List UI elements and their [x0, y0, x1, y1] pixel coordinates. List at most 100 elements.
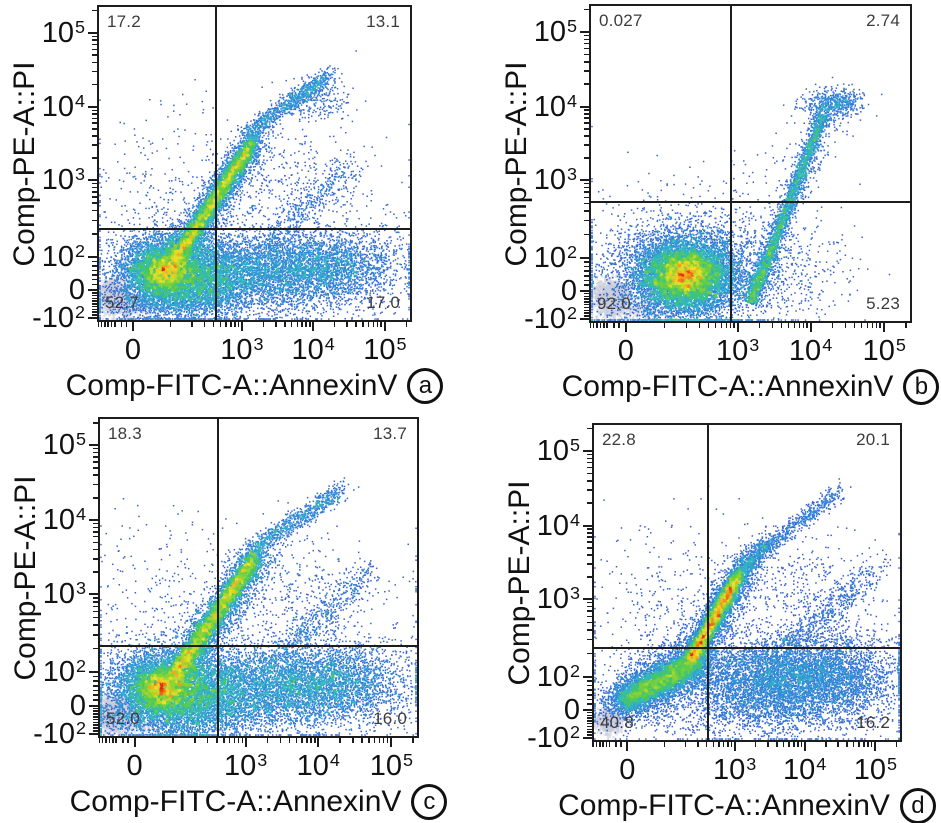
y-axis-major-tick: [89, 444, 98, 447]
quadrant-gate-horizontal-line: [99, 228, 410, 231]
y-tick-label: 0: [560, 274, 577, 307]
x-axis-minor-tick: [290, 322, 293, 327]
y-axis-minor-tick: [584, 279, 589, 282]
x-axis-minor-tick: [720, 323, 723, 328]
y-axis-minor-tick: [92, 186, 97, 189]
x-axis-major-tick: [733, 742, 736, 751]
x-axis-minor-tick: [114, 322, 116, 327]
density-scatter-canvas: [100, 419, 417, 736]
y-axis-minor-tick: [584, 303, 589, 306]
x-axis-minor-tick: [853, 323, 856, 328]
y-axis-minor-tick: [587, 698, 592, 701]
y-axis-minor-tick: [587, 652, 592, 655]
x-axis-minor-tick: [596, 323, 598, 328]
x-axis-minor-tick: [373, 738, 376, 743]
x-axis-major-tick: [317, 738, 320, 747]
y-axis-minor-tick: [93, 610, 98, 613]
quadrant-gate-horizontal-line: [100, 644, 417, 647]
x-tick-label: 103: [224, 750, 268, 782]
x-axis-minor-tick: [895, 742, 898, 747]
x-axis-minor-tick: [284, 322, 286, 327]
x-axis-minor-tick: [120, 322, 123, 327]
x-axis-minor-tick: [191, 322, 193, 327]
x-axis-title-row: Comp-FITC-A::AnnexinV b: [562, 369, 940, 405]
y-axis-minor-tick: [584, 113, 589, 115]
x-axis-minor-tick: [233, 738, 236, 743]
y-axis-minor-tick: [587, 615, 592, 618]
y-axis-minor-tick: [587, 605, 592, 608]
x-axis-minor-tick: [405, 322, 408, 327]
y-axis-minor-tick: [587, 489, 592, 491]
y-axis-minor-tick: [587, 528, 592, 530]
y-axis-minor-tick: [587, 680, 592, 682]
y-axis-minor-tick: [584, 42, 589, 45]
x-axis-minor-tick: [127, 738, 129, 743]
x-axis-minor-tick: [776, 742, 778, 747]
y-axis-minor-tick: [584, 47, 589, 50]
y-axis-minor-tick: [92, 265, 97, 267]
x-axis-minor-tick: [684, 742, 687, 747]
y-tick-label: 104: [42, 504, 86, 537]
y-axis-minor-tick: [92, 305, 97, 308]
x-axis-minor-tick: [602, 742, 604, 747]
y-axis-minor-tick: [92, 122, 97, 124]
y-axis-minor-tick: [587, 720, 592, 722]
y-axis-minor-tick: [587, 694, 592, 696]
y-axis-minor-tick: [584, 109, 589, 111]
y-axis-minor-tick: [93, 535, 98, 538]
x-axis-minor-tick: [788, 742, 790, 747]
x-axis-major-tick: [244, 738, 247, 747]
x-axis-minor-tick: [707, 323, 710, 328]
y-axis-minor-tick: [584, 309, 589, 312]
y-axis-minor-tick: [587, 601, 592, 604]
y-axis-minor-tick: [93, 707, 98, 710]
x-axis-title-row: Comp-FITC-A::AnnexinV c: [70, 784, 448, 820]
x-axis-minor-tick: [663, 742, 666, 747]
quadrant-pct-lower-right: 16.0: [373, 709, 407, 728]
y-axis-major-tick: [89, 704, 98, 707]
y-axis-minor-tick: [584, 191, 589, 193]
x-axis-minor-tick: [206, 738, 209, 743]
y-axis-minor-tick: [587, 480, 592, 482]
y-axis-minor-tick: [93, 605, 98, 608]
x-axis-minor-tick: [592, 742, 594, 747]
quadrant-pct-upper-right: 13.1: [366, 12, 400, 31]
y-axis-minor-tick: [92, 311, 97, 313]
x-axis-minor-tick: [846, 742, 848, 747]
y-axis-minor-tick: [587, 427, 592, 430]
x-tick-label: 105: [369, 750, 414, 782]
y-axis-minor-tick: [584, 122, 589, 124]
flow-panel-a: Comp-PE-A::PI 17.2 13.1 52.7 17.0 Comp-F…: [0, 0, 470, 410]
y-axis-minor-tick: [92, 117, 97, 120]
x-axis-minor-tick: [837, 742, 839, 747]
x-axis-minor-tick: [237, 738, 240, 743]
y-axis-minor-tick: [93, 474, 98, 476]
y-axis-minor-tick: [587, 554, 592, 556]
y-axis-minor-tick: [92, 308, 97, 311]
x-axis-minor-tick: [105, 738, 107, 743]
y-axis-minor-tick: [92, 202, 97, 204]
y-axis-minor-tick: [587, 725, 592, 728]
quadrant-pct-upper-left: 17.2: [107, 12, 141, 31]
x-axis-minor-tick: [860, 323, 863, 328]
y-axis-minor-tick: [584, 186, 589, 189]
y-axis-minor-tick: [587, 728, 592, 731]
x-axis-minor-tick: [301, 738, 303, 743]
y-axis-minor-tick: [92, 48, 97, 51]
y-axis-minor-tick: [92, 303, 97, 305]
y-axis-minor-tick: [587, 453, 592, 456]
y-axis-minor-tick: [93, 483, 98, 486]
y-axis-minor-tick: [587, 731, 592, 733]
x-axis-minor-tick: [234, 322, 236, 327]
x-axis-minor-tick: [806, 323, 808, 328]
y-axis-minor-tick: [93, 616, 98, 619]
y-axis-minor-tick: [93, 422, 98, 424]
x-axis-minor-tick: [172, 738, 174, 743]
y-axis-minor-tick: [587, 734, 592, 736]
y-axis-minor-tick: [587, 610, 592, 612]
y-axis-major-tick: [580, 289, 589, 292]
y-axis-minor-tick: [93, 694, 98, 696]
y-axis-minor-tick: [587, 621, 592, 624]
y-axis-minor-tick: [93, 467, 98, 469]
x-axis-minor-tick: [905, 323, 907, 328]
